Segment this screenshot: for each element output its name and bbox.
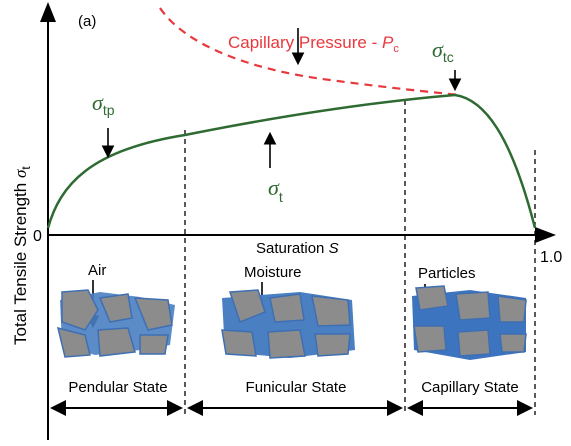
air-label: Air (88, 262, 106, 279)
y-axis-label: Total Tensile Strength σt (11, 166, 33, 345)
symbol: σ (92, 90, 104, 115)
y-symbol: σ (11, 169, 30, 178)
state-label: Funicular State (246, 379, 347, 396)
symbol: σ (268, 175, 280, 200)
subscript: t (279, 189, 283, 205)
origin-label: 0 (33, 228, 42, 245)
sigma-tp: σtp (92, 90, 115, 118)
panel-label: (a) (78, 13, 96, 30)
x-label-text: Saturation (256, 240, 324, 257)
state-label: Pendular State (68, 379, 167, 396)
y-arrow (40, 2, 56, 22)
dividers (184, 100, 536, 415)
x-arrow (535, 227, 556, 243)
moisture-label: Moisture (244, 264, 302, 281)
capillary-pressure-label: Capillary Pressure - Pc (228, 33, 399, 55)
cp-subscript: c (393, 43, 399, 55)
funicular-illustration (221, 289, 355, 359)
symbol: σ (432, 37, 444, 62)
capillary-illustration (412, 285, 527, 360)
x-symbol: S (329, 240, 339, 257)
pendular-illustration (56, 289, 175, 358)
tensile-curve (46, 93, 537, 229)
capillary-pressure-curve (159, 7, 461, 97)
sigma-tc: σtc (432, 37, 454, 65)
cp-text: Capillary Pressure - (228, 33, 382, 52)
x-axis-label: Saturation S (256, 240, 339, 257)
y-subscript: t (19, 166, 33, 170)
particles-label: Particles (418, 265, 476, 282)
y-label-text: Total Tensile Strength (11, 183, 30, 345)
x-end-label: 1.0 (540, 249, 562, 266)
state-label: Capillary State (421, 379, 519, 396)
sigma-t: σt (268, 175, 283, 205)
subscript: tp (103, 102, 115, 118)
subscript: tc (443, 49, 454, 65)
cp-symbol: P (382, 33, 394, 52)
